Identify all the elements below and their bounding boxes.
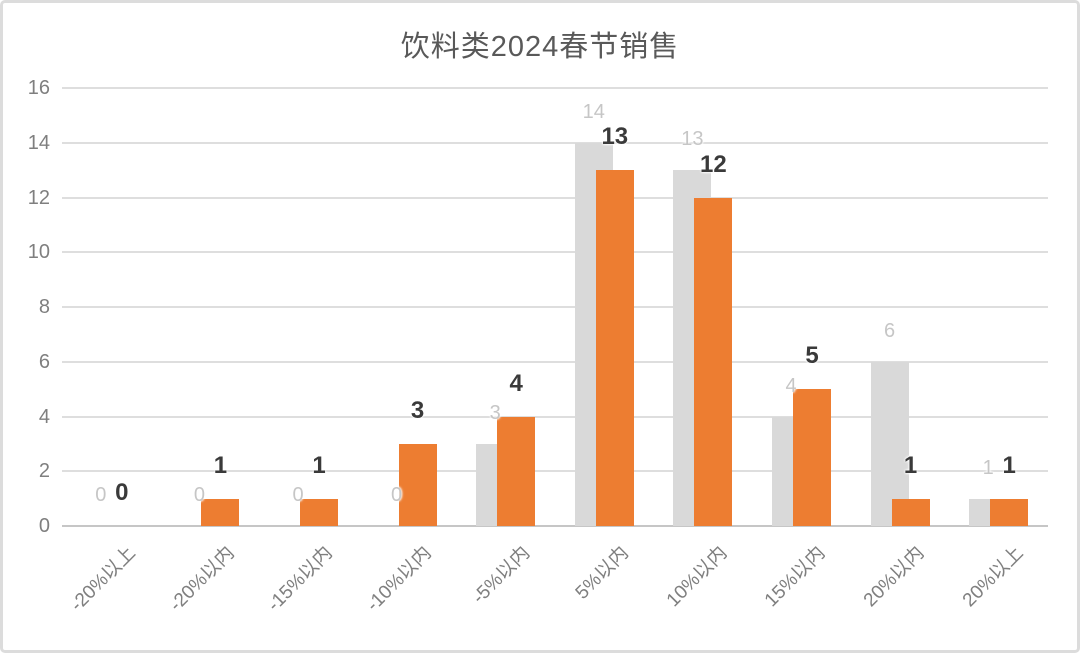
y-axis-tick-label: 4: [38, 405, 50, 428]
value-label-orange-series-9: 1: [903, 451, 918, 479]
value-label-gray-series-4: 0: [391, 484, 403, 506]
x-axis-category-label: 20%以上: [958, 542, 1028, 612]
gridline: [62, 251, 1048, 254]
x-axis-category-label: 20%以内: [859, 542, 929, 612]
x-axis-category-label: -20%以内: [165, 542, 239, 616]
value-label-gray-series-3: 0: [292, 484, 304, 506]
value-label-gray-series-6: 14: [582, 100, 605, 123]
y-axis-tick-label: 12: [27, 186, 50, 209]
value-label-orange-series-10: 1: [1002, 451, 1016, 479]
bar-orange-series-9: [891, 498, 930, 526]
gridline: [62, 87, 1048, 89]
y-axis-tick-label: 10: [27, 241, 50, 264]
gridline: [62, 360, 1048, 363]
gridline: [62, 141, 1048, 144]
value-label-orange-series-3: 1: [312, 451, 326, 479]
x-axis-category-label: -15%以内: [263, 542, 337, 616]
gridline: [62, 196, 1048, 199]
x-axis-category-label: 15%以内: [761, 542, 830, 612]
value-label-orange-series-6: 13: [601, 123, 629, 151]
y-axis-tick-label: 14: [27, 131, 50, 154]
value-label-gray-series-10: 1: [982, 456, 994, 479]
value-label-gray-series-5: 3: [489, 401, 501, 424]
y-axis-tick-label: 8: [38, 296, 50, 318]
x-axis-category-label: -10%以内: [362, 542, 436, 616]
y-axis-tick-label: 2: [38, 460, 50, 483]
value-label-gray-series-2: 0: [193, 484, 205, 506]
x-axis-category-label: -20%以上: [66, 542, 140, 616]
bar-orange-series-4: [398, 443, 437, 526]
value-label-gray-series-9: 6: [884, 319, 896, 342]
bar-orange-series-6: [595, 170, 634, 526]
plot-area: 0 2 4 6 8 10 12 14 16 0 0 -20%以上 0 1 -20%以内 0 1 -15%以内 0 3-…: [3, 3, 1077, 650]
value-label-orange-series-5: 4: [509, 369, 523, 397]
value-label-orange-series-1: 0: [115, 479, 129, 506]
gridline: [62, 470, 1048, 473]
value-label-orange-series-8: 5: [805, 342, 819, 370]
bar-orange-series-5: [497, 416, 536, 526]
bar-orange-series-7: [694, 197, 733, 526]
value-label-gray-series-7: 13: [681, 128, 704, 151]
gridline: [62, 306, 1048, 308]
y-axis-tick-label: 0: [38, 515, 50, 537]
x-axis-category-label: -5%以内: [468, 542, 535, 609]
value-label-gray-series-8: 4: [785, 374, 797, 397]
x-axis-category-label: 5%以内: [571, 542, 633, 604]
bar-orange-series-2: [201, 498, 240, 526]
x-axis-category-label: 10%以内: [662, 542, 732, 612]
bar-orange-series-3: [300, 498, 338, 526]
value-label-gray-series-1: 0: [95, 484, 107, 506]
bar-orange-series-10: [990, 498, 1029, 526]
value-label-orange-series-2: 1: [213, 451, 228, 479]
chart-title: 饮料类2024春节销售: [400, 31, 680, 63]
value-label-orange-series-7: 12: [700, 150, 727, 178]
y-axis-tick-label: 16: [27, 77, 50, 99]
value-label-orange-series-4: 3: [410, 396, 425, 424]
y-axis-tick-label: 6: [38, 350, 50, 373]
x-axis-line: [62, 525, 1048, 527]
bar-orange-series-8: [793, 389, 831, 526]
gridline: [62, 415, 1048, 418]
